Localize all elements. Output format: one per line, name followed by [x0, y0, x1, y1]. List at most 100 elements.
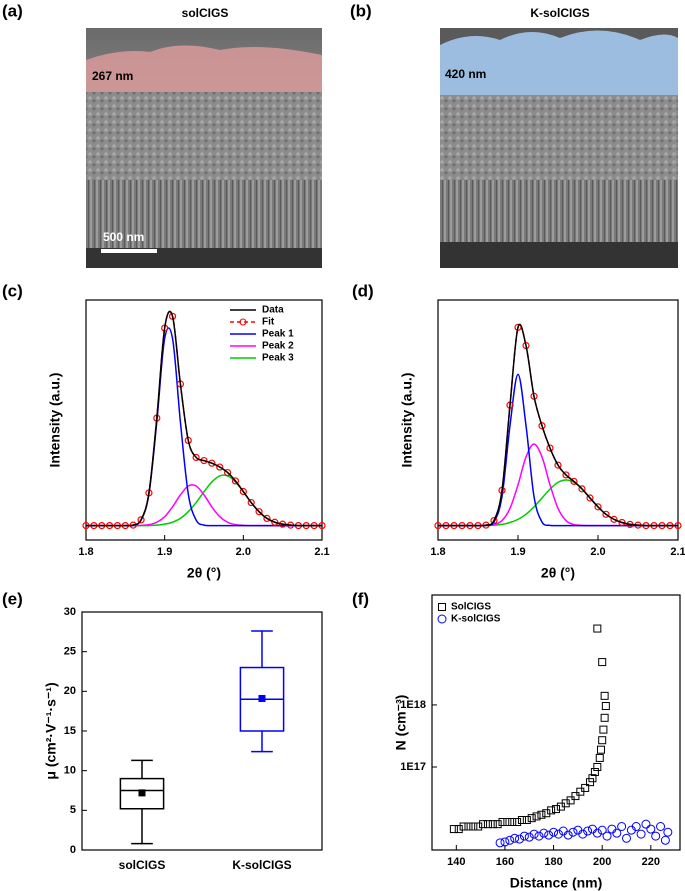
point	[544, 830, 554, 840]
fit-point	[216, 463, 224, 471]
fit-point	[546, 444, 554, 452]
point	[581, 783, 590, 792]
fit-point	[610, 515, 618, 523]
point	[651, 831, 661, 841]
point	[596, 745, 605, 754]
thickness-label: 420 nm	[445, 67, 486, 81]
x-tick-label: 200	[593, 856, 611, 868]
panel-label: (a)	[2, 1, 23, 20]
point	[597, 825, 607, 835]
point	[498, 817, 507, 826]
point	[524, 832, 534, 842]
y-tick-label: 5	[70, 804, 76, 816]
fit-point	[224, 468, 232, 477]
plot-frame	[437, 299, 679, 541]
point	[601, 702, 610, 711]
point	[500, 837, 510, 847]
point	[617, 821, 627, 831]
point	[553, 829, 563, 839]
point	[522, 815, 531, 824]
point	[563, 830, 573, 840]
x-axis-label: 2θ (°)	[187, 565, 221, 581]
point	[479, 820, 488, 829]
point	[578, 829, 588, 839]
x-axis-label: 2θ (°)	[541, 565, 575, 581]
legend-label: SolCIGS	[451, 602, 491, 613]
point	[607, 824, 617, 834]
fit-point	[570, 477, 578, 486]
x-tick-label: 1.8	[430, 546, 445, 558]
point	[503, 817, 512, 826]
fit-point	[239, 487, 247, 496]
y-tick-label: 1E17	[400, 761, 426, 773]
fit-point	[586, 494, 594, 502]
series-line	[85, 310, 322, 527]
y-axis-label: μ (cm²·V⁻¹·s⁻¹)	[43, 682, 59, 779]
point	[469, 822, 478, 831]
point	[641, 819, 651, 829]
legend-label: K-solCIGS	[451, 614, 501, 625]
point	[656, 821, 666, 831]
legend-label: Peak 1	[262, 329, 294, 340]
y-tick-label: 1E18	[400, 699, 426, 711]
fit-point	[578, 485, 586, 493]
x-tick-label: 1.9	[157, 546, 172, 558]
panel-label: (d)	[352, 281, 374, 300]
point	[495, 838, 505, 848]
point	[660, 835, 670, 845]
y-axis-label: Intensity (a.u.)	[399, 373, 415, 468]
x-tick-label: 1.9	[510, 546, 525, 558]
plot-frame	[81, 611, 323, 851]
point	[464, 822, 473, 831]
legend-label: Data	[262, 305, 284, 316]
panel-label: (f)	[352, 589, 369, 608]
point	[537, 810, 546, 819]
point	[532, 812, 541, 821]
mean-marker	[258, 694, 266, 702]
image-title: solCIGS	[182, 6, 229, 20]
point	[588, 774, 597, 783]
legend-label: Peak 2	[262, 341, 294, 352]
series-line	[437, 373, 678, 527]
legend-marker	[437, 614, 447, 624]
point	[529, 829, 539, 839]
point	[598, 736, 607, 745]
point	[587, 824, 597, 834]
point	[474, 822, 483, 831]
fit-point	[271, 518, 279, 526]
plot-frame	[431, 594, 681, 851]
point	[592, 828, 602, 838]
point	[517, 815, 526, 824]
point	[527, 814, 536, 823]
x-tick-label: 2.0	[590, 546, 605, 558]
x-axis-label: Distance (nm)	[510, 875, 603, 891]
legend-label: Peak 3	[262, 353, 294, 364]
point	[459, 822, 468, 831]
point	[600, 691, 609, 700]
legend-label: Fit	[262, 317, 275, 328]
scale-bar-label: 500 nm	[103, 230, 144, 244]
point	[583, 826, 593, 836]
point	[515, 834, 525, 844]
point	[483, 820, 492, 829]
mean-marker	[138, 789, 146, 797]
point	[599, 725, 608, 734]
legend-marker	[438, 603, 446, 611]
y-tick-label: 10	[64, 765, 76, 777]
box	[119, 777, 165, 810]
point	[622, 833, 632, 843]
x-tick-label: 2.1	[670, 546, 685, 558]
fit-point	[594, 503, 602, 511]
point	[493, 820, 502, 829]
point	[571, 792, 580, 801]
fit-point	[247, 498, 255, 507]
point	[566, 796, 575, 805]
point	[547, 806, 556, 815]
point	[542, 809, 551, 818]
point	[539, 828, 549, 838]
series-line	[437, 479, 678, 527]
fit-point	[208, 459, 216, 467]
series-line	[437, 323, 678, 527]
y-tick-label: 0	[70, 844, 76, 856]
